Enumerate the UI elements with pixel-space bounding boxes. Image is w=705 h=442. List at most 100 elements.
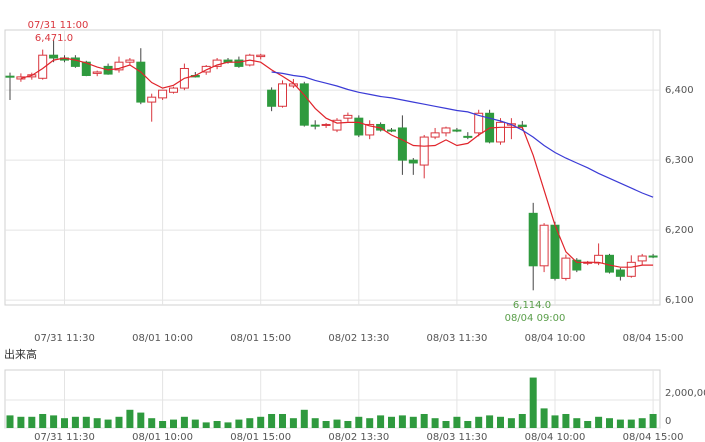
volume-bar [191, 419, 199, 428]
volume-bar [377, 415, 385, 428]
candle-body [158, 89, 168, 99]
volume-bar [180, 416, 188, 428]
candle-body [408, 159, 418, 164]
volume-bar [257, 416, 265, 428]
volume-bar [6, 415, 14, 428]
x-tick-label: 08/02 13:30 [328, 333, 389, 344]
x-tick-label: 08/03 11:30 [426, 333, 487, 344]
candle-body [561, 257, 571, 279]
volume-bar [17, 416, 25, 428]
moving-average-line [20, 57, 654, 268]
volume-bar [616, 419, 624, 428]
candle-body [474, 112, 484, 134]
y-tick-label: 6,200 [665, 225, 694, 236]
candle-body [441, 127, 451, 134]
volume-bar [464, 420, 472, 428]
volume-bar [50, 415, 58, 428]
candle-body [332, 119, 342, 131]
candle-body [343, 114, 353, 119]
y-tick-label: 6,400 [665, 85, 694, 96]
y-tick-label: 6,300 [665, 155, 694, 166]
volume-bar [551, 415, 559, 428]
candle-body [201, 65, 211, 73]
volume-bar [322, 420, 330, 428]
candle-body [92, 71, 102, 74]
candle-body [572, 259, 582, 271]
candle-body [365, 123, 375, 136]
candle-body [310, 124, 320, 127]
volume-bar [224, 422, 232, 428]
candle-body [256, 54, 266, 58]
volume-bar [518, 413, 526, 428]
volume-bar [442, 420, 450, 428]
x-tick-label: 08/01 15:00 [230, 432, 291, 442]
y-tick-label: 2,000,000 [665, 388, 705, 399]
candle-body [594, 254, 604, 264]
volume-bar [39, 413, 47, 428]
candle-body [5, 75, 15, 78]
candle-body [648, 255, 658, 258]
high-price: 6,471.0 [35, 33, 73, 44]
volume-bar [529, 377, 537, 428]
volume-bar [279, 413, 286, 428]
volume-bar [431, 418, 439, 428]
volume-bar [170, 419, 177, 428]
volume-bar [311, 418, 319, 428]
candle-body [452, 129, 462, 132]
volume-bar [202, 422, 210, 428]
volume-bar [300, 409, 308, 428]
x-tick-label: 07/31 11:30 [34, 432, 95, 442]
volume-bar [289, 418, 297, 428]
volume-bar [159, 420, 167, 428]
volume-bar [344, 420, 352, 428]
volume-bar [268, 413, 276, 428]
x-tick-label: 08/01 10:00 [132, 333, 193, 344]
volume-bar [497, 416, 504, 428]
high-time: 07/31 11:00 [28, 20, 89, 31]
candle-body [136, 61, 146, 103]
y-tick-label: 6,100 [665, 295, 694, 306]
volume-title: 出来高 [4, 347, 37, 361]
volume-bar [649, 413, 657, 428]
volume-bar [638, 418, 646, 428]
volume-bar [540, 408, 548, 428]
candle-body [70, 57, 80, 67]
low-time: 08/04 09:00 [505, 313, 566, 324]
volume-bar [606, 418, 613, 428]
candle-body [496, 121, 505, 143]
volume-bar [573, 418, 581, 428]
candle-body [234, 59, 244, 67]
plot-frame [4, 29, 661, 306]
volume-bar [137, 412, 145, 428]
volume-bar [398, 415, 406, 428]
candle-body [114, 61, 124, 71]
candle-body [278, 83, 287, 107]
candle-body [397, 127, 407, 161]
volume-bar [627, 419, 635, 428]
candle-body [539, 224, 549, 267]
volume-bar [126, 409, 134, 428]
volume-bar [93, 418, 101, 428]
volume-bar [82, 416, 90, 428]
x-tick-label: 08/04 15:00 [623, 432, 684, 442]
volume-bar [486, 415, 494, 428]
candle-body [169, 87, 178, 93]
x-tick-label: 08/03 11:30 [426, 432, 487, 442]
volume-bar [28, 416, 36, 428]
candle-body [212, 59, 222, 67]
volume-bar [366, 418, 374, 428]
volume-bar [507, 418, 515, 428]
x-tick-label: 07/31 11:30 [34, 333, 95, 344]
x-tick-label: 08/01 10:00 [132, 432, 193, 442]
candle-body [615, 269, 625, 277]
volume-bar [420, 413, 428, 428]
low-price: 6,114.0 [513, 300, 551, 311]
plot-frame [4, 369, 661, 429]
candle-body [517, 124, 527, 128]
candle-body [626, 261, 636, 277]
volume-bar [104, 419, 112, 428]
candle-body [605, 254, 614, 273]
candle-body [463, 135, 473, 138]
candle-body [430, 132, 440, 138]
volume-bar [562, 413, 570, 428]
